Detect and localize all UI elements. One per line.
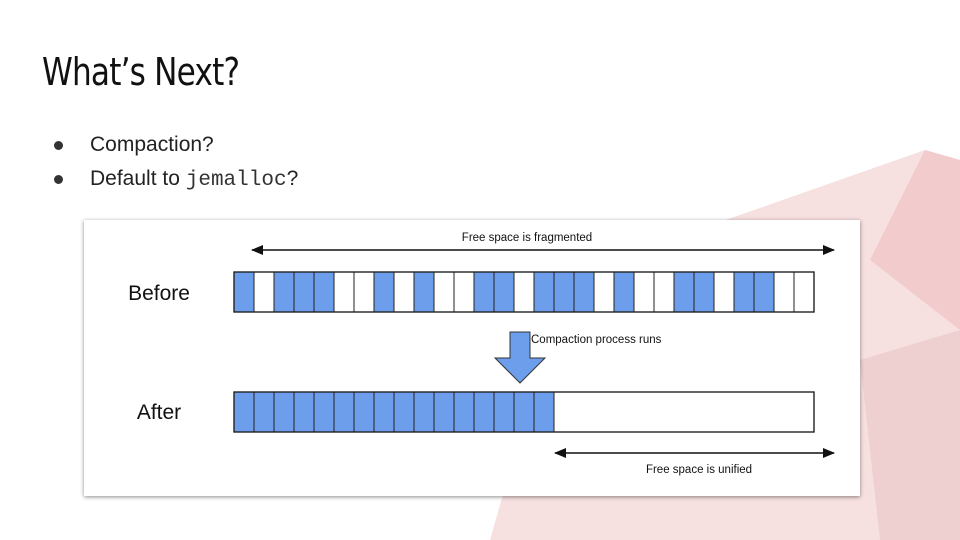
bullet-text: Compaction? (90, 133, 214, 156)
after-used-block (234, 392, 254, 432)
before-label: Before (128, 282, 190, 305)
before-free-block (434, 272, 454, 312)
before-free-block (774, 272, 794, 312)
before-used-block (574, 272, 594, 312)
after-used-block (254, 392, 274, 432)
before-memory-bar (234, 272, 814, 312)
before-used-block (554, 272, 574, 312)
after-used-block (274, 392, 294, 432)
after-free-space (554, 392, 814, 432)
slide-title: What’s Next? (42, 50, 239, 94)
before-used-block (294, 272, 314, 312)
before-free-block (354, 272, 374, 312)
compaction-diagram: Free space is fragmented Before After Co… (84, 220, 860, 496)
after-used-block (374, 392, 394, 432)
after-used-block (334, 392, 354, 432)
bullet-suffix: ? (287, 167, 299, 190)
before-free-block (594, 272, 614, 312)
before-free-block (454, 272, 474, 312)
before-used-block (694, 272, 714, 312)
before-used-block (274, 272, 294, 312)
after-memory-bar (234, 392, 814, 432)
after-used-block (474, 392, 494, 432)
before-used-block (374, 272, 394, 312)
bullet-list: Compaction? Default to jemalloc? (52, 128, 298, 196)
after-used-block (294, 392, 314, 432)
bullet-code: jemalloc (186, 169, 287, 192)
before-free-block (654, 272, 674, 312)
before-used-block (494, 272, 514, 312)
after-used-block (394, 392, 414, 432)
after-used-block (314, 392, 334, 432)
before-free-block (334, 272, 354, 312)
before-used-block (534, 272, 554, 312)
after-label: After (137, 401, 181, 424)
before-free-block (634, 272, 654, 312)
bullet-text: Default to (90, 167, 186, 190)
before-free-block (714, 272, 734, 312)
bullet-dot (54, 175, 63, 184)
before-free-block (394, 272, 414, 312)
after-used-block (434, 392, 454, 432)
after-used-block (414, 392, 434, 432)
before-used-block (734, 272, 754, 312)
before-used-block (614, 272, 634, 312)
before-used-block (314, 272, 334, 312)
bullet-item-jemalloc: Default to jemalloc? (52, 162, 298, 196)
process-label: Compaction process runs (531, 334, 662, 346)
diagram-canvas: Free space is fragmented Before After Co… (84, 220, 860, 496)
bullet-item-compaction: Compaction? (52, 128, 298, 162)
after-used-block (454, 392, 474, 432)
after-used-block (514, 392, 534, 432)
before-used-block (234, 272, 254, 312)
before-used-block (754, 272, 774, 312)
before-used-block (414, 272, 434, 312)
before-free-block (254, 272, 274, 312)
after-used-block (354, 392, 374, 432)
before-used-block (674, 272, 694, 312)
before-used-block (474, 272, 494, 312)
unified-label: Free space is unified (646, 464, 752, 476)
before-free-block (794, 272, 814, 312)
fragmented-label: Free space is fragmented (462, 232, 592, 244)
after-used-block (494, 392, 514, 432)
bullet-dot (54, 141, 63, 150)
before-free-block (514, 272, 534, 312)
after-used-block (534, 392, 554, 432)
